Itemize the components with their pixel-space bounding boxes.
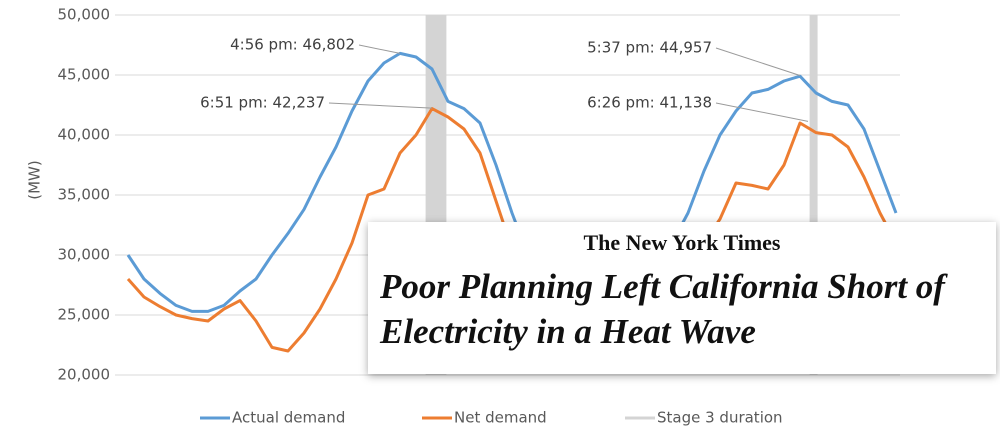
annotation-leader — [715, 102, 809, 122]
annotation-label: 6:26 pm: 41,138 — [587, 94, 712, 112]
series-line — [126, 51, 898, 313]
y-axis-label: (MW) — [26, 160, 44, 199]
stage-band — [809, 15, 818, 375]
y-tick-label: 30,000 — [58, 246, 111, 264]
legend-label: Net demand — [454, 409, 547, 427]
annotation-leader — [358, 44, 401, 54]
y-tick-label: 40,000 — [58, 126, 111, 144]
annotation-leader — [715, 47, 801, 76]
annotation-label: 4:56 pm: 46,802 — [230, 36, 355, 54]
legend-label: Stage 3 duration — [657, 409, 783, 427]
headline-card: The New York Times Poor Planning Left Ca… — [368, 222, 996, 374]
y-tick-label: 35,000 — [58, 186, 111, 204]
y-tick-label: 45,000 — [58, 66, 111, 84]
annotation-label: 5:37 pm: 44,957 — [587, 39, 712, 57]
y-tick-label: 20,000 — [58, 366, 111, 384]
masthead: The New York Times — [583, 230, 781, 255]
annotation-label: 6:51 pm: 42,237 — [200, 94, 325, 112]
y-tick-label: 50,000 — [58, 6, 111, 24]
y-tick-label: 25,000 — [58, 306, 111, 324]
annotation-leader — [328, 102, 433, 109]
headline: Poor Planning Left California Short of E… — [380, 267, 945, 351]
legend-label: Actual demand — [232, 409, 345, 427]
